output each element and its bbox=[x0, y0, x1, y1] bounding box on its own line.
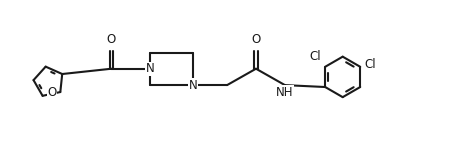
Text: O: O bbox=[252, 33, 261, 46]
Text: Cl: Cl bbox=[364, 58, 376, 71]
Text: N: N bbox=[146, 62, 154, 75]
Text: NH: NH bbox=[276, 86, 294, 99]
Text: N: N bbox=[189, 79, 198, 92]
Text: O: O bbox=[47, 86, 56, 98]
Text: Cl: Cl bbox=[310, 50, 321, 63]
Text: N: N bbox=[146, 62, 154, 75]
Text: O: O bbox=[107, 33, 116, 46]
